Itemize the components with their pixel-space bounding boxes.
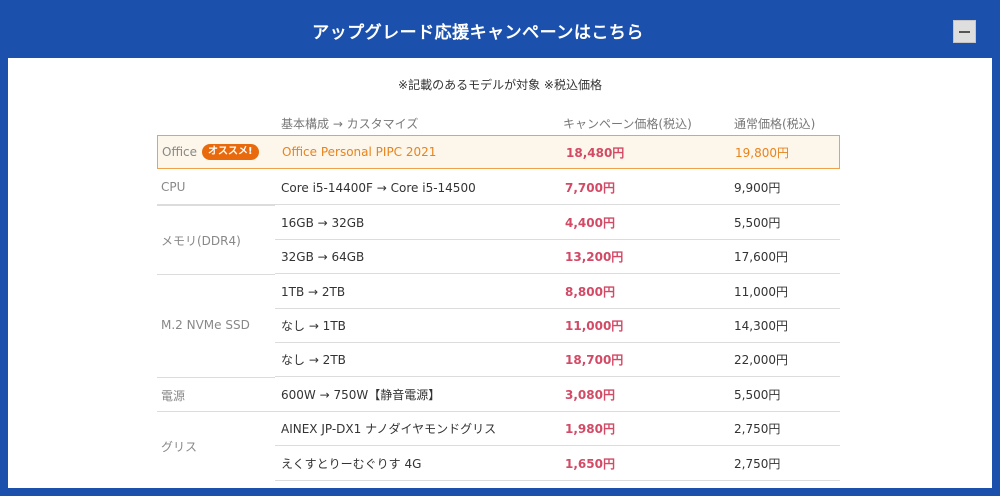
regular-price-cell: 2,750円 (734, 457, 781, 471)
column-header-campaign-price: キャンペーン価格(税込) (563, 117, 692, 131)
campaign-title: アップグレード応援キャンペーンはこちら (312, 23, 644, 43)
campaign-price-cell: 7,700円 (565, 181, 615, 195)
campaign-price-cell: 4,400円 (565, 216, 615, 230)
campaign-price-cell: 13,200円 (565, 250, 624, 264)
regular-price-cell: 11,000円 (734, 285, 788, 299)
campaign-price-cell: 1,650円 (565, 457, 615, 471)
config-cell: 16GB → 32GB (281, 215, 365, 230)
category-label-cpu: CPU (161, 180, 186, 194)
category-label-ssd: M.2 NVMe SSD (161, 318, 250, 332)
regular-price-cell: 14,300円 (734, 319, 788, 333)
config-cell: AINEX JP-DX1 ナノダイヤモンドグリス (281, 422, 497, 436)
table-row: 32GB → 64GB 13,200円 17,600円 (275, 240, 840, 274)
category-label-power: 電源 (161, 389, 186, 403)
table-row: なし → 2TB 18,700円 22,000円 (275, 343, 840, 377)
minus-icon (959, 30, 970, 33)
campaign-price-cell: 18,700円 (565, 353, 624, 367)
regular-price-cell: 5,500円 (734, 216, 781, 230)
table-row: なし → 1TB 11,000円 14,300円 (275, 309, 840, 343)
category-label-memory: メモリ(DDR4) (161, 234, 241, 248)
config-cell: えくすとりーむぐりす 4G (281, 457, 422, 471)
table-row: 16GB → 32GB 4,400円 5,500円 (275, 206, 840, 240)
regular-price-cell: 2,750円 (734, 422, 781, 436)
table-row: Core i5-14400F → Core i5-14500 7,700円 9,… (157, 171, 840, 205)
regular-price-cell: 22,000円 (734, 353, 788, 367)
campaign-panel: ※記載のあるモデルが対象 ※税込価格 基本構成 → カスタマイズ キャンペーン価… (8, 58, 992, 488)
collapse-button[interactable] (953, 20, 976, 43)
campaign-price-cell: 11,000円 (565, 319, 624, 333)
campaign-price-cell: 8,800円 (565, 285, 615, 299)
config-cell: Core i5-14400F → Core i5-14500 (281, 180, 476, 195)
column-header-config: 基本構成 → カスタマイズ (281, 117, 419, 131)
table-row: AINEX JP-DX1 ナノダイヤモンドグリス 1,980円 2,750円 (275, 412, 840, 446)
campaign-price-cell: 1,980円 (565, 422, 615, 436)
category-divider (157, 274, 275, 275)
config-cell: 1TB → 2TB (281, 284, 346, 299)
table-row: 1TB → 2TB 8,800円 11,000円 (275, 275, 840, 309)
category-label-office: Office (162, 145, 198, 159)
config-cell: なし → 1TB (281, 319, 346, 333)
config-cell: なし → 2TB (281, 353, 346, 367)
category-divider (157, 205, 275, 206)
regular-price-cell: 19,800円 (735, 145, 789, 160)
table-row-featured-office: Office オススメ! Office Personal PIPC 2021 1… (157, 135, 840, 169)
table-row: えくすとりーむぐりす 4G 1,650円 2,750円 (275, 447, 840, 481)
config-cell: 32GB → 64GB (281, 249, 365, 264)
campaign-note: ※記載のあるモデルが対象 ※税込価格 (398, 78, 602, 92)
campaign-price-cell: 18,480円 (566, 145, 625, 160)
campaign-price-cell: 3,080円 (565, 388, 615, 402)
table-row: 600W → 750W【静音電源】 3,080円 5,500円 (157, 378, 840, 412)
category-cell: Office オススメ! (162, 136, 259, 168)
regular-price-cell: 9,900円 (734, 181, 781, 195)
regular-price-cell: 17,600円 (734, 250, 788, 264)
config-cell: Office Personal PIPC 2021 (282, 145, 437, 159)
config-cell: 600W → 750W【静音電源】 (281, 388, 441, 402)
recommend-badge: オススメ! (202, 144, 259, 160)
category-divider (157, 377, 275, 378)
column-header-regular-price: 通常価格(税込) (734, 117, 816, 131)
category-label-grease: グリス (161, 440, 198, 454)
regular-price-cell: 5,500円 (734, 388, 781, 402)
